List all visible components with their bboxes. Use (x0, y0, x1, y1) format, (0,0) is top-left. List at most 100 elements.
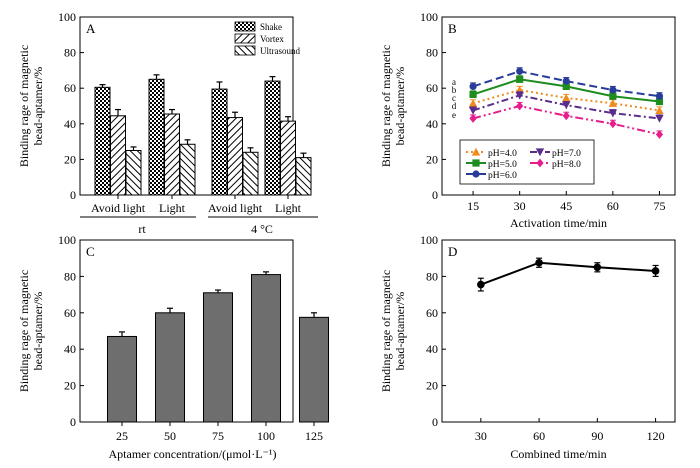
x-tick-label-D: 60 (533, 429, 545, 443)
legend-label-B: pH=7.0 (552, 149, 581, 159)
data-point-ph4 (655, 106, 664, 115)
legend-label-B: pH=5.0 (488, 160, 517, 170)
y-tick-label-A: 20 (64, 152, 76, 166)
y-tick-label-B: 80 (426, 46, 438, 60)
x-axis-label-B: Activation time/min (510, 216, 607, 230)
bar (125, 150, 142, 196)
bar (264, 80, 281, 196)
legend-label-B: pH=8.0 (552, 160, 581, 170)
legend-marker-B (471, 147, 481, 156)
x-tick-label-D: 90 (591, 429, 603, 443)
data-point-ph5 (609, 92, 617, 100)
y-tick-label-B: 100 (420, 10, 438, 24)
data-point-D (593, 263, 602, 272)
bar (211, 88, 228, 196)
group-label-4c: 4 °C (251, 222, 273, 236)
series-tag-a: a (452, 77, 456, 87)
legend-label-B: pH=4.0 (488, 149, 517, 159)
category-label-A: Light (159, 201, 186, 215)
bar (295, 157, 312, 196)
bar (179, 143, 196, 196)
x-tick-label-B: 30 (514, 199, 526, 213)
y-tick-label-D: 40 (426, 342, 438, 356)
panel-label-C: C (86, 244, 95, 259)
y-tick-label-B: 60 (426, 81, 438, 95)
legend-label-A: Ultrasound (260, 46, 300, 56)
plot-frame-D (441, 239, 676, 423)
series-line-D (480, 261, 656, 286)
data-point-ph7 (515, 91, 524, 100)
bar (148, 78, 165, 196)
y-axis-label-C: Binding rage of magnetic (17, 270, 31, 392)
y-axis-label-A: Binding rage of magnetic (17, 45, 31, 167)
y-tick-label-D: 60 (426, 306, 438, 320)
data-point-ph8 (609, 119, 617, 129)
y-tick-label-B: 40 (426, 117, 438, 131)
bar (155, 312, 185, 423)
bar (94, 86, 111, 196)
x-tick-label-B: 45 (560, 199, 572, 213)
data-point-ph8 (469, 114, 477, 123)
bar (280, 120, 296, 196)
legend-swatch-A (234, 45, 256, 56)
category-label-A: Avoid light (208, 201, 263, 215)
legend-marker-B (535, 148, 545, 157)
data-point-ph7 (468, 106, 478, 115)
y-tick-label-A: 40 (64, 117, 76, 131)
y-axis-label-C: bead-aptamer/% (31, 292, 45, 371)
x-tick-label-C: 75 (212, 429, 224, 443)
x-axis-label-C: Aptamer concentration/(μmol·L⁻¹) (109, 447, 277, 461)
data-point-ph6 (469, 82, 477, 91)
bar (227, 117, 243, 196)
y-tick-label-C: 100 (58, 233, 76, 247)
x-tick-label-D: 120 (647, 429, 665, 443)
y-tick-label-D: 100 (420, 233, 438, 247)
y-tick-label-D: 0 (432, 415, 438, 429)
plot-frame-C (79, 239, 294, 423)
x-tick-label-C: 50 (164, 429, 176, 443)
data-point-ph4 (608, 99, 618, 107)
data-point-ph6 (562, 77, 570, 85)
data-point-ph8 (655, 130, 664, 139)
y-tick-label-B: 0 (432, 188, 438, 202)
plot-frame-B (441, 16, 676, 196)
legend-marker-B (536, 158, 544, 168)
legend-label-A: Shake (260, 22, 282, 32)
x-tick-label-B: 15 (467, 199, 479, 213)
category-label-A: Avoid light (91, 201, 146, 215)
data-point-ph7 (562, 101, 571, 110)
data-point-ph6 (516, 67, 524, 75)
y-axis-label-D: bead-aptamer/% (393, 292, 407, 371)
bar (242, 151, 259, 196)
y-axis-label-A: bead-aptamer/% (31, 67, 45, 146)
data-point-ph5 (655, 97, 664, 106)
data-point-D (477, 280, 485, 289)
y-tick-label-B: 20 (426, 152, 438, 166)
x-tick-label-C: 125 (305, 429, 323, 443)
y-axis-label-B: Binding rage of magnetic (379, 45, 393, 167)
series-tag-d: d (452, 101, 457, 111)
data-point-ph5 (469, 90, 477, 99)
data-point-ph6 (609, 86, 617, 94)
bar (164, 113, 180, 196)
y-tick-label-D: 80 (426, 269, 438, 283)
x-axis-label-D: Combined time/min (510, 447, 606, 461)
bar (110, 115, 126, 196)
data-point-ph6 (655, 92, 664, 100)
legend-swatch-A (234, 21, 256, 32)
data-point-D (535, 258, 543, 267)
y-tick-label-C: 80 (64, 269, 76, 283)
data-point-ph5 (562, 82, 570, 91)
y-axis-label-D: Binding rage of magnetic (379, 270, 393, 392)
bar (251, 274, 281, 423)
panel-label-A: A (86, 21, 96, 36)
series-line-ph8 (472, 104, 660, 136)
category-label-A: Light (275, 201, 302, 215)
y-tick-label-C: 0 (70, 415, 76, 429)
series-tag-b: b (452, 85, 457, 95)
bar (203, 292, 233, 423)
data-point-ph7 (608, 109, 618, 118)
x-tick-label-D: 30 (475, 429, 487, 443)
